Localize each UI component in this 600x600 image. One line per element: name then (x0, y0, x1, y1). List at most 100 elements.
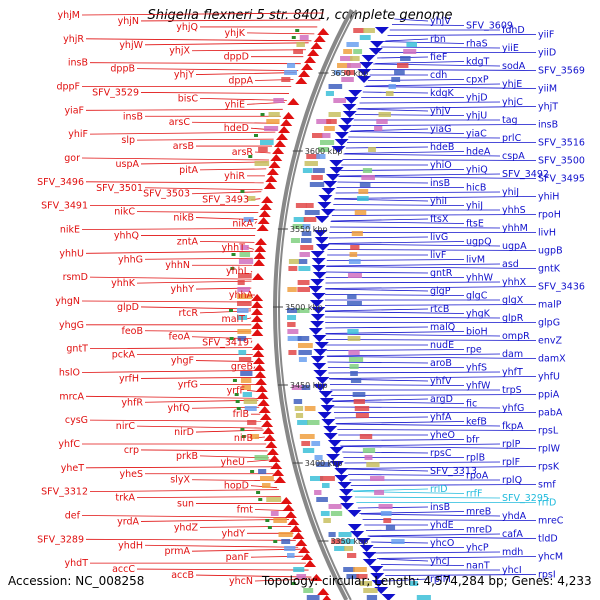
gene-label-yhgg[interactable]: yhgG (59, 320, 84, 331)
gene-label-yhjk[interactable]: yhjK (224, 28, 245, 39)
gene-label-sfv-3491[interactable]: SFV_3491 (41, 201, 88, 212)
gene-label-sfv-3313[interactable]: SFV_3313 (430, 466, 477, 477)
gene-label-glpd[interactable]: glpD (117, 302, 139, 313)
gene-label-yhda[interactable]: yhdA (502, 511, 527, 522)
gene-label-yrfg[interactable]: yrfG (178, 379, 198, 390)
gene-label-rpe[interactable]: rpe (466, 345, 482, 356)
gene-label-yhjm[interactable]: yhjM (58, 10, 80, 21)
gene-label-yhhu[interactable]: yhhU (59, 248, 84, 259)
gene-label-yhiq[interactable]: yhiQ (466, 165, 488, 176)
gene-label-yhfs[interactable]: yhfS (466, 363, 487, 374)
gene-label-malq[interactable]: malQ (430, 322, 455, 333)
gene-label-ompr[interactable]: ompR (502, 331, 530, 342)
gene-label-yhco[interactable]: yhcO (430, 538, 454, 549)
gene-label-rpoh[interactable]: rpoH (538, 210, 561, 221)
gene-label-rtcb[interactable]: rtcB (430, 304, 449, 315)
gene-label-dam[interactable]: dam (502, 349, 523, 360)
gene-label-sfv-3569[interactable]: SFV_3569 (538, 66, 585, 77)
gene-label-yheo[interactable]: yheO (430, 430, 455, 441)
gene-label-sfv-3496[interactable]: SFV_3496 (37, 177, 84, 188)
gene-label-sfv-3501[interactable]: SFV_3501 (96, 183, 143, 194)
gene-label-nikc[interactable]: nikC (114, 207, 135, 218)
gene-label-sfv-3609[interactable]: SFV_3609 (466, 21, 513, 32)
gene-label-yhhn[interactable]: yhhN (165, 260, 190, 271)
gene-label-feoa[interactable]: feoA (168, 332, 190, 343)
gene-label-rplq[interactable]: rplQ (502, 475, 522, 486)
gene-label-dppf[interactable]: dppF (56, 81, 80, 92)
gene-label-yhcj[interactable]: yhcJ (430, 556, 450, 567)
gene-label-malp[interactable]: malP (538, 300, 562, 311)
gene-label-yhio[interactable]: yhiO (430, 160, 452, 171)
gene-label-accc[interactable]: accC (112, 564, 135, 575)
gene-label-yhdy[interactable]: yhdY (222, 528, 246, 539)
gene-label-yhjr[interactable]: yhjR (63, 34, 84, 45)
gene-label-yiie[interactable]: yiiE (502, 43, 519, 54)
gene-label-glpr[interactable]: glpR (502, 313, 524, 324)
gene-label-yhjv[interactable]: yhjV (430, 106, 451, 117)
gene-label-trka[interactable]: trkA (115, 493, 135, 504)
gene-label-arsr[interactable]: arsR (232, 147, 254, 158)
gene-label-insb[interactable]: insB (123, 111, 143, 122)
gene-label-yrfh[interactable]: yrfH (119, 373, 139, 384)
gene-label-insb[interactable]: insB (538, 120, 558, 131)
gene-label-cysg[interactable]: cysG (65, 415, 88, 426)
gene-label-yhgn[interactable]: yhgN (55, 296, 80, 307)
gene-label-yhhm[interactable]: yhhM (502, 223, 528, 234)
gene-label-dppb[interactable]: dppB (110, 64, 135, 75)
gene-label-mrca[interactable]: mrcA (59, 391, 84, 402)
gene-label-sun[interactable]: sun (177, 499, 194, 510)
gene-label-crp[interactable]: crp (124, 445, 139, 456)
gene-label-yhes[interactable]: yheS (119, 469, 143, 480)
gene-label-feob[interactable]: feoB (121, 326, 143, 337)
gene-label-hdea[interactable]: hdeA (466, 147, 491, 158)
gene-label-yiac[interactable]: yiaC (466, 129, 487, 140)
gene-label-gntt[interactable]: gntT (66, 344, 88, 355)
gene-label-greb[interactable]: greB (231, 362, 253, 373)
gene-label-yhhk[interactable]: yhhK (111, 278, 136, 289)
gene-label-ugpa[interactable]: ugpA (502, 241, 527, 252)
gene-label-ugpq[interactable]: ugpQ (466, 237, 492, 248)
gene-label-fic[interactable]: fic (466, 399, 477, 410)
gene-label-yiaf[interactable]: yiaF (64, 105, 84, 116)
gene-label-rtcr[interactable]: rtcR (179, 308, 199, 319)
gene-label-mdh[interactable]: mdh (502, 547, 523, 558)
gene-label-rpoa[interactable]: rpoA (466, 471, 489, 482)
gene-label-hicb[interactable]: hicB (466, 183, 486, 194)
gene-label-gntk[interactable]: gntK (538, 264, 561, 275)
gene-label-gntr[interactable]: gntR (430, 268, 453, 279)
gene-label-yhcn[interactable]: yhcN (229, 576, 253, 587)
gene-label-panf[interactable]: panF (226, 552, 249, 563)
gene-label-yhjn[interactable]: yhjN (118, 16, 139, 27)
gene-label-nude[interactable]: nudE (430, 340, 454, 351)
gene-label-fmt[interactable]: fmt (237, 505, 254, 516)
gene-label-prma[interactable]: prmA (164, 546, 190, 557)
gene-label-rplm[interactable]: rplM (430, 574, 451, 585)
gene-label-ftse[interactable]: ftsE (466, 219, 484, 230)
gene-label-ftsx[interactable]: ftsX (430, 214, 449, 225)
gene-label-yhjt[interactable]: yhjT (538, 102, 558, 113)
gene-label-slyx[interactable]: slyX (170, 475, 190, 486)
gene-label-yhgf[interactable]: yhgF (171, 356, 194, 367)
gene-label-sfv-3529[interactable]: SFV_3529 (92, 87, 139, 98)
gene-label-yhjd[interactable]: yhjD (466, 93, 488, 104)
gene-label-yhcp[interactable]: yhcP (466, 543, 489, 554)
gene-label-malt[interactable]: malT (221, 314, 245, 325)
gene-label-gor[interactable]: gor (64, 153, 80, 164)
gene-label-sfv-3500[interactable]: SFV_3500 (538, 156, 585, 167)
gene-label-yhju[interactable]: yhjU (466, 111, 487, 122)
gene-label-yhfu[interactable]: yhfU (538, 372, 560, 383)
gene-label-yhhg[interactable]: yhhG (118, 254, 143, 265)
gene-label-yhfg[interactable]: yhfG (502, 403, 524, 414)
gene-label-yhie[interactable]: yhiE (225, 99, 245, 110)
gene-label-cspa[interactable]: cspA (502, 151, 525, 162)
gene-label-yhhw[interactable]: yhhW (466, 273, 494, 284)
gene-label-nirb[interactable]: nirB (234, 433, 253, 444)
gene-label-yhfw[interactable]: yhfW (466, 381, 491, 392)
gene-label-yhhy[interactable]: yhhY (171, 284, 195, 295)
gene-label-livf[interactable]: livF (430, 250, 446, 261)
gene-label-rpsi[interactable]: rpsI (538, 570, 556, 581)
gene-label-arob[interactable]: aroB (430, 358, 452, 369)
gene-label-glpg[interactable]: glpG (538, 318, 560, 329)
gene-label-cdh[interactable]: cdh (430, 70, 447, 81)
gene-label-yhje[interactable]: yhjE (502, 79, 522, 90)
